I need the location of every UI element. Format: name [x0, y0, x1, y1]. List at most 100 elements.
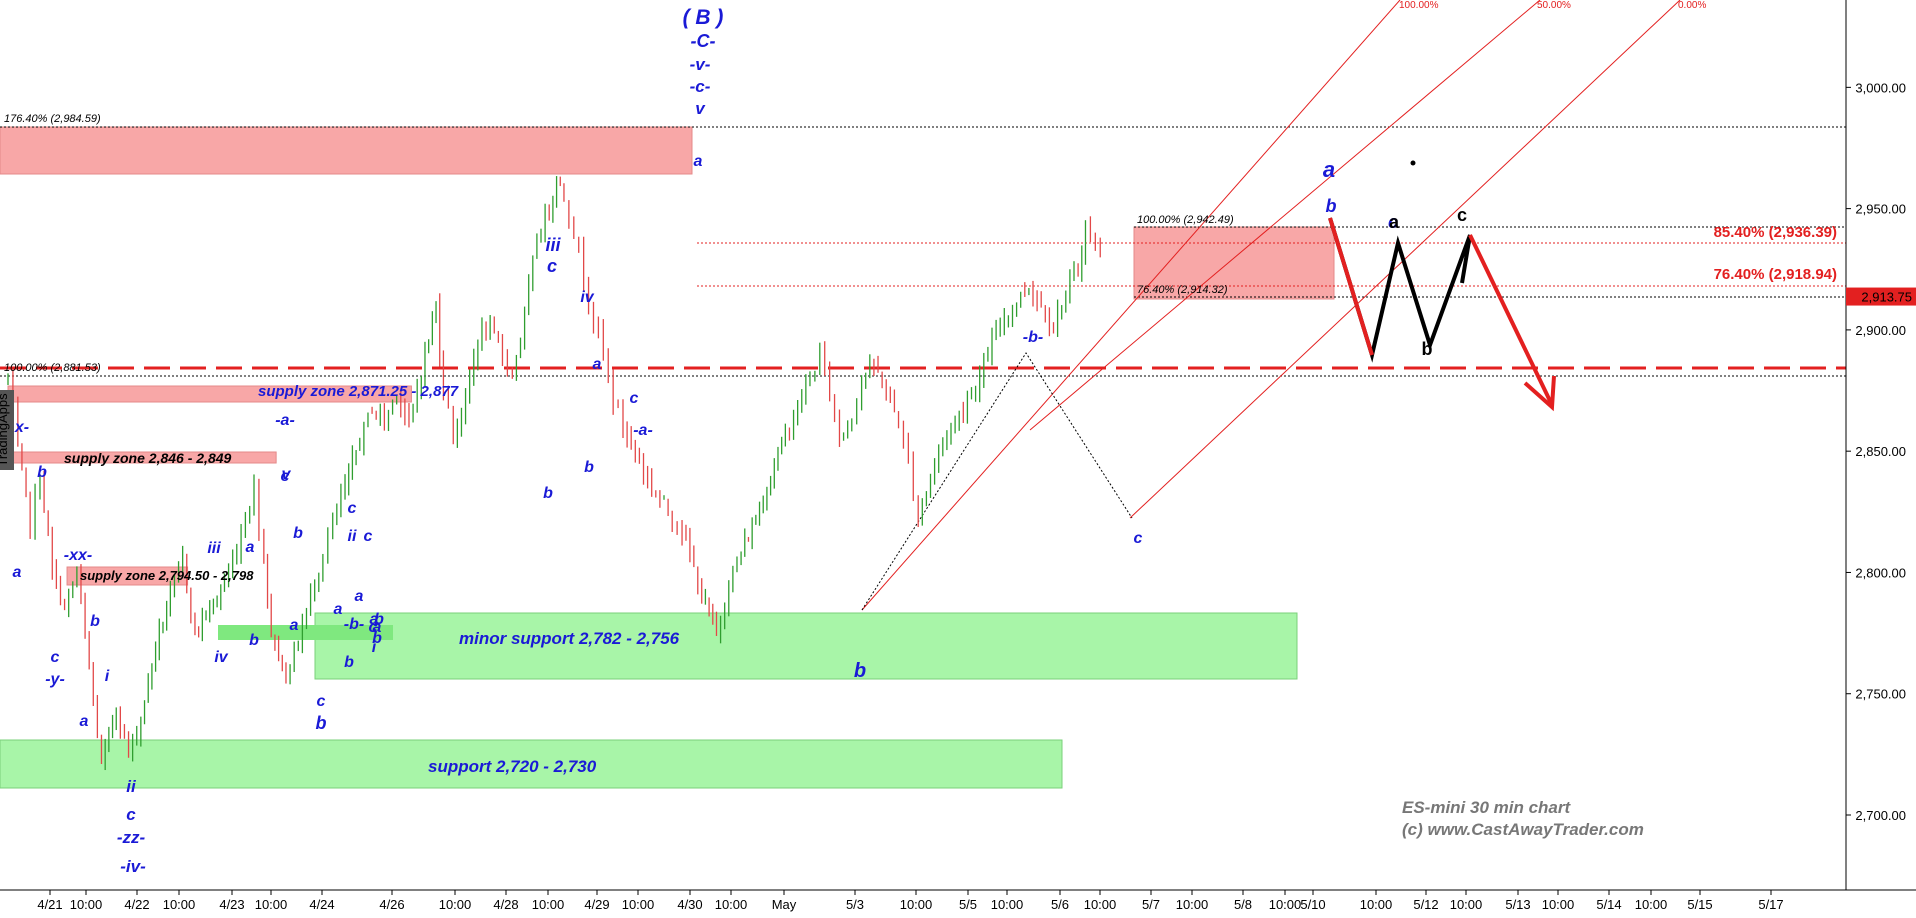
wave-label-36: b	[854, 660, 866, 682]
wave-label-17: c	[348, 500, 357, 517]
b-connector	[861, 352, 1133, 611]
x-tick-label: 4/24	[309, 897, 334, 912]
wave-label-18: ii	[348, 528, 357, 545]
x-tick-label: 5/15	[1687, 897, 1712, 912]
wave-label-13: b	[316, 713, 327, 733]
x-tick-label: May	[772, 897, 797, 912]
wave-label-28: c	[547, 256, 557, 276]
x-tick-label: 10:00	[622, 897, 655, 912]
supply-zone-3-label: supply zone 2,794.50 - 2,798	[80, 568, 254, 583]
projection-layer	[1328, 160, 1556, 412]
supply-zone-2-label: supply zone 2,846 - 2,849	[64, 450, 232, 466]
wave-label-xx: -xx-	[64, 547, 92, 564]
wave-label-12: c	[317, 693, 326, 710]
x-tick-label: 4/28	[493, 897, 518, 912]
channel-label-0: 0.00%	[1678, 0, 1706, 11]
channel-line-0	[861, 0, 1401, 611]
x-tick-label: 5/5	[959, 897, 977, 912]
x-tick-label: 10:00	[1084, 897, 1117, 912]
wave-label-x: x-	[14, 419, 29, 436]
dot-marker	[1410, 160, 1416, 166]
wave-label-c-xx: c	[51, 649, 60, 666]
fib-label-100-left: 100.00% (2,881.53)	[4, 362, 101, 374]
fib-label-176: 176.40% (2,984.59)	[4, 113, 101, 125]
side-tab	[0, 390, 14, 470]
wave-label-zz: -zz-	[117, 828, 146, 847]
x-tick-label: 5/13	[1505, 897, 1530, 912]
zones-layer	[0, 126, 1335, 789]
x-tick-label: 10:00	[1360, 897, 1393, 912]
wave-label-37: -b-	[1023, 329, 1043, 346]
wave-label-32: b	[584, 459, 594, 476]
wave-label-5: b	[249, 632, 259, 649]
wave-label-v-dash: -v-	[690, 55, 711, 74]
wave-label-40: b	[1326, 196, 1337, 216]
wave-label-c-zz: c	[126, 805, 136, 824]
x-tick-label: 5/10	[1300, 897, 1325, 912]
projection-arrowhead	[1523, 375, 1556, 412]
fib-label-914: 76.40% (2,914.32)	[1137, 284, 1228, 296]
y-tick-label: 2,900.00	[1855, 323, 1906, 338]
wave-label-35: a	[694, 153, 703, 170]
x-tick-label: 10:00	[1176, 897, 1209, 912]
wave-label-39: a	[1323, 157, 1335, 182]
y-tick-label: 2,750.00	[1855, 687, 1906, 702]
supply-rect-top	[0, 126, 693, 175]
x-tick-label: 4/29	[584, 897, 609, 912]
wave-label-24: b	[372, 630, 382, 647]
x-tick-label: 10:00	[991, 897, 1024, 912]
x-tick-label: 10:00	[255, 897, 288, 912]
wave-label-0: b	[90, 613, 100, 630]
supply-zone-rect-2	[66, 566, 189, 586]
supply-rect-right	[1133, 226, 1335, 300]
wave-label-11: v	[282, 466, 292, 483]
projection-red-1	[1328, 217, 1374, 356]
wave-label-29: b	[543, 485, 553, 502]
y-tick-label: 2,800.00	[1855, 565, 1906, 580]
x-tick-label: 4/26	[379, 897, 404, 912]
chart-title: ES-mini 30 min chart	[1402, 798, 1571, 817]
proj-label-b: b	[1422, 339, 1433, 359]
x-tick-label: 4/30	[677, 897, 702, 912]
wave-label-34: -a-	[633, 422, 653, 439]
x-tick-label: 4/23	[219, 897, 244, 912]
x-tick-label: 10:00	[1635, 897, 1668, 912]
y-tick-label: 2,700.00	[1855, 808, 1906, 823]
wave-label-2: a	[80, 713, 89, 730]
wave-label-23: -b-	[344, 616, 364, 633]
supply-zone-1-label: supply zone 2,871.25 - 2,877	[258, 383, 459, 400]
x-tick-label: 10:00	[532, 897, 565, 912]
wave-label-20: c	[364, 528, 373, 545]
current-price-label: 2,913.75	[1861, 290, 1912, 305]
x-tick-label: 10:00	[1269, 897, 1302, 912]
wave-label-C: -C-	[691, 31, 716, 51]
minor-support-label: minor support 2,782 - 2,756	[459, 629, 680, 648]
fib-label-942: 100.00% (2,942.49)	[1137, 214, 1234, 226]
x-tick-label: 5/8	[1234, 897, 1252, 912]
x-tick-label: 5/17	[1758, 897, 1783, 912]
support-label: support 2,720 - 2,730	[428, 757, 597, 776]
x-tick-label: 10:00	[715, 897, 748, 912]
x-tick-label: 5/12	[1413, 897, 1438, 912]
wave-label-22: c	[369, 619, 378, 636]
channel-label-50: 50.00%	[1537, 0, 1571, 11]
x-tick-label: 4/21	[37, 897, 62, 912]
channel-label-100: 100.00%	[1399, 0, 1439, 11]
proj-label-c: c	[1457, 205, 1467, 225]
wave-label-9: b	[293, 525, 303, 542]
y-tick-label: 2,950.00	[1855, 202, 1906, 217]
fib-label-918: 76.40% (2,918.94)	[1714, 266, 1837, 283]
wave-label-15: b	[344, 654, 354, 671]
wave-label-8: c	[281, 468, 290, 485]
wave-label-4: iv	[214, 649, 228, 666]
y-tick-label: 2,850.00	[1855, 444, 1906, 459]
wave-label-38: c	[1134, 530, 1143, 547]
channel-line-1	[1029, 0, 1541, 431]
x-tick-label: 5/14	[1596, 897, 1621, 912]
wave-label-31: a	[593, 356, 602, 373]
wave-label-b-left: b	[37, 464, 47, 481]
support-rect	[0, 739, 1063, 789]
wave-label-1: i	[105, 668, 110, 685]
